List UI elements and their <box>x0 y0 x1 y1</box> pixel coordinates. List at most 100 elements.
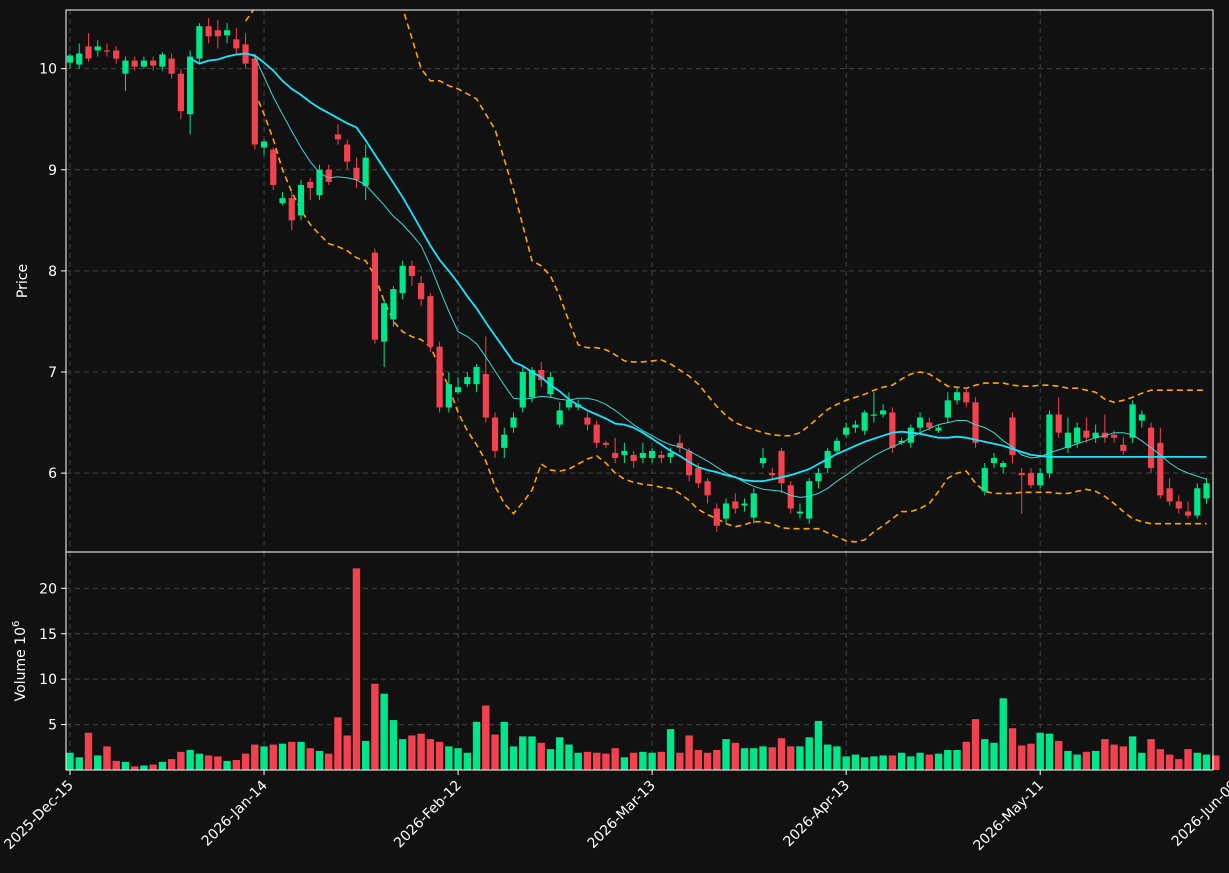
upper-band-line <box>244 10 1207 437</box>
volume-bar <box>666 729 675 770</box>
volume-bar <box>121 761 130 770</box>
volume-bar <box>962 741 970 770</box>
volume-bar <box>112 760 120 770</box>
volume-bar <box>860 757 869 770</box>
candle-up <box>464 377 471 385</box>
candle-up <box>362 157 369 186</box>
candle-down <box>972 402 979 443</box>
candle-up <box>454 387 462 393</box>
volume-bar <box>260 746 268 770</box>
volume-bar <box>722 739 730 770</box>
candle-down <box>584 417 591 425</box>
volume-bar <box>1110 744 1118 770</box>
volume-axis-label: Volume 106 <box>11 621 29 702</box>
candle-up <box>833 440 841 451</box>
volume-bar <box>1184 749 1192 770</box>
volume-axis-label-text: Volume 10 <box>13 627 29 701</box>
candle-down <box>1083 430 1090 438</box>
volume-bar <box>472 721 481 770</box>
volume-bar <box>537 742 545 770</box>
candle-up <box>898 440 905 443</box>
price-tick-label: 6 <box>48 466 57 482</box>
volume-bar <box>398 739 407 770</box>
candle-down <box>150 60 157 66</box>
volume-bar <box>509 746 518 770</box>
volume-bar <box>1212 755 1220 770</box>
volume-bar <box>269 744 277 770</box>
candle-down <box>713 508 720 526</box>
volume-bar <box>380 693 388 770</box>
volume-bar <box>94 755 102 770</box>
volume-bar <box>1045 733 1054 770</box>
candle-up <box>722 503 730 519</box>
candle-up <box>1046 414 1053 474</box>
volume-bar <box>1018 745 1026 770</box>
volume-bar <box>343 735 351 770</box>
candle-up <box>76 53 83 65</box>
candle-down <box>334 134 342 140</box>
candle-down <box>131 60 138 67</box>
volume-bar <box>1147 739 1155 770</box>
candle-down <box>1120 444 1127 451</box>
candle-down <box>1175 501 1182 509</box>
candle-up <box>260 141 268 148</box>
volume-bar <box>657 751 666 770</box>
volume-bar <box>888 755 897 770</box>
volume-bar <box>1008 728 1017 770</box>
candle-up <box>639 452 646 458</box>
volume-bar <box>297 741 305 770</box>
volume-bar <box>204 755 213 770</box>
sma-fast-line <box>189 52 1207 498</box>
volume-bar <box>565 744 573 770</box>
candle-down <box>288 198 295 221</box>
volume-bar <box>953 750 961 770</box>
volume-bar <box>241 753 250 770</box>
candle-down <box>769 473 776 476</box>
volume-tick-label: 10 <box>39 672 57 688</box>
volume-bar <box>278 743 287 770</box>
candle-up <box>399 265 406 294</box>
candle-up <box>381 303 388 342</box>
candle-down <box>1027 473 1035 486</box>
volume-bar <box>232 760 241 770</box>
candle-up <box>953 392 961 401</box>
candle-down <box>695 468 702 484</box>
candle-down <box>482 374 489 418</box>
candle-down <box>103 50 111 52</box>
candle-up <box>1194 488 1201 516</box>
volume-bar <box>214 756 222 770</box>
volume-bar <box>1073 754 1081 770</box>
candle-down <box>205 26 212 37</box>
volume-bar <box>491 734 499 770</box>
volume-bar <box>546 749 555 770</box>
candle-up <box>94 46 101 51</box>
candle-down <box>233 39 240 49</box>
candle-down <box>251 58 258 145</box>
volume-bar <box>186 750 194 770</box>
volume-bar <box>833 746 841 770</box>
candle-down <box>1018 473 1025 476</box>
candle-down <box>270 149 277 185</box>
volume-bar <box>1138 752 1146 770</box>
candle-up <box>519 372 526 408</box>
volume-bar <box>1036 732 1044 770</box>
volume-bar <box>158 761 167 770</box>
price-axis-label: Price <box>15 264 31 298</box>
candle-up <box>1129 404 1136 438</box>
volume-bar <box>408 735 416 770</box>
candle-up <box>565 400 573 408</box>
candle-up <box>880 410 887 415</box>
volume-bar <box>463 752 472 770</box>
candle-up <box>279 198 286 204</box>
candle-down <box>325 169 332 182</box>
candle-down <box>371 252 379 340</box>
candle-up <box>990 457 998 464</box>
volume-bar <box>934 753 943 770</box>
volume-bar <box>620 757 629 770</box>
candle-up <box>843 427 850 435</box>
volume-bar <box>870 756 878 770</box>
candle-down <box>1111 434 1118 438</box>
volume-bar <box>361 740 370 770</box>
candle-down <box>612 452 619 458</box>
candle-up <box>815 473 822 482</box>
